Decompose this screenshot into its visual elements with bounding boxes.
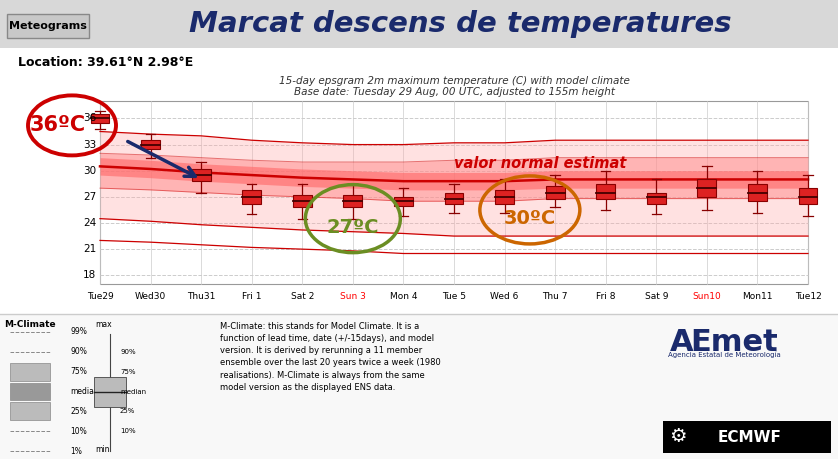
Text: Base date: Tuesday 29 Aug, 00 UTC, adjusted to 155m height: Base date: Tuesday 29 Aug, 00 UTC, adjus… [293, 87, 614, 97]
Text: Tue12: Tue12 [794, 292, 821, 301]
Text: 27: 27 [83, 192, 96, 202]
Bar [394, 197, 413, 206]
Text: Agencia Estatal de Meteorología: Agencia Estatal de Meteorología [668, 352, 781, 358]
Text: 33: 33 [83, 140, 96, 150]
Text: 75%: 75% [120, 369, 136, 375]
Text: M-Climate: M-Climate [4, 320, 56, 329]
Bar [495, 190, 514, 204]
Bar [546, 186, 565, 199]
Bar [799, 188, 817, 204]
Text: 10%: 10% [120, 428, 136, 434]
Text: Wed30: Wed30 [135, 292, 166, 301]
Text: Fri 1: Fri 1 [242, 292, 261, 301]
Text: Mon 4: Mon 4 [390, 292, 417, 301]
Bar [242, 190, 261, 204]
Text: 25%: 25% [120, 409, 136, 414]
Bar [292, 195, 312, 207]
Text: valor normal estimat: valor normal estimat [454, 156, 626, 171]
Bar [10, 382, 50, 400]
Bar [663, 421, 831, 453]
Text: 21: 21 [83, 244, 96, 254]
FancyBboxPatch shape [7, 14, 89, 38]
Text: Fri 8: Fri 8 [596, 292, 615, 301]
Text: 25%: 25% [70, 407, 87, 416]
Text: 36ºC: 36ºC [30, 115, 86, 135]
Text: 36: 36 [83, 113, 96, 123]
Text: Thu 7: Thu 7 [542, 292, 568, 301]
Bar [597, 184, 615, 199]
Text: Tue29: Tue29 [86, 292, 113, 301]
Text: Marcat descens de temperatures: Marcat descens de temperatures [189, 10, 732, 38]
Text: Mon11: Mon11 [742, 292, 773, 301]
Text: Sun 3: Sun 3 [340, 292, 366, 301]
Text: 75%: 75% [70, 367, 87, 376]
Bar [94, 376, 126, 407]
Text: 15-day epsgram 2m maximum temperature (C) with model climate: 15-day epsgram 2m maximum temperature (C… [278, 76, 629, 86]
Bar [100, 101, 808, 284]
Text: max: max [95, 320, 111, 329]
Text: 24: 24 [83, 218, 96, 228]
Text: Sat 9: Sat 9 [644, 292, 668, 301]
Text: Sat 2: Sat 2 [291, 292, 314, 301]
Text: min: min [95, 444, 110, 453]
Bar [344, 195, 362, 207]
Text: 99%: 99% [70, 328, 87, 336]
Bar [91, 114, 110, 123]
Text: Sun10: Sun10 [692, 292, 722, 301]
Bar [0, 314, 838, 459]
Bar [141, 140, 160, 149]
Text: 18: 18 [83, 270, 96, 280]
Text: M-Climate: this stands for Model Climate. It is a
function of lead time, date (+: M-Climate: this stands for Model Climate… [220, 322, 441, 392]
Bar [192, 169, 210, 181]
Text: 90%: 90% [120, 349, 136, 355]
Text: 27ºC: 27ºC [327, 218, 379, 237]
Text: Tue 5: Tue 5 [442, 292, 466, 301]
Bar [0, 0, 838, 48]
Text: 10%: 10% [70, 427, 87, 436]
Text: Meteograms: Meteograms [9, 21, 87, 31]
Text: Emet: Emet [690, 328, 778, 357]
Text: 90%: 90% [70, 347, 87, 356]
Bar [445, 192, 463, 204]
Text: A: A [670, 328, 694, 357]
Text: ⚙: ⚙ [670, 427, 687, 447]
Text: Thu31: Thu31 [187, 292, 215, 301]
Text: 1%: 1% [70, 447, 82, 455]
Text: ECMWF: ECMWF [718, 430, 782, 444]
Bar [10, 363, 50, 381]
Bar [697, 179, 716, 197]
Text: 30ºC: 30ºC [504, 209, 556, 228]
Text: 30: 30 [83, 166, 96, 176]
Text: median: median [70, 387, 99, 396]
Bar [748, 184, 767, 201]
Bar [647, 192, 665, 204]
Text: Location: 39.61°N 2.98°E: Location: 39.61°N 2.98°E [18, 56, 194, 69]
Bar [10, 403, 50, 420]
Text: Wed 6: Wed 6 [490, 292, 519, 301]
Text: median: median [120, 388, 146, 394]
